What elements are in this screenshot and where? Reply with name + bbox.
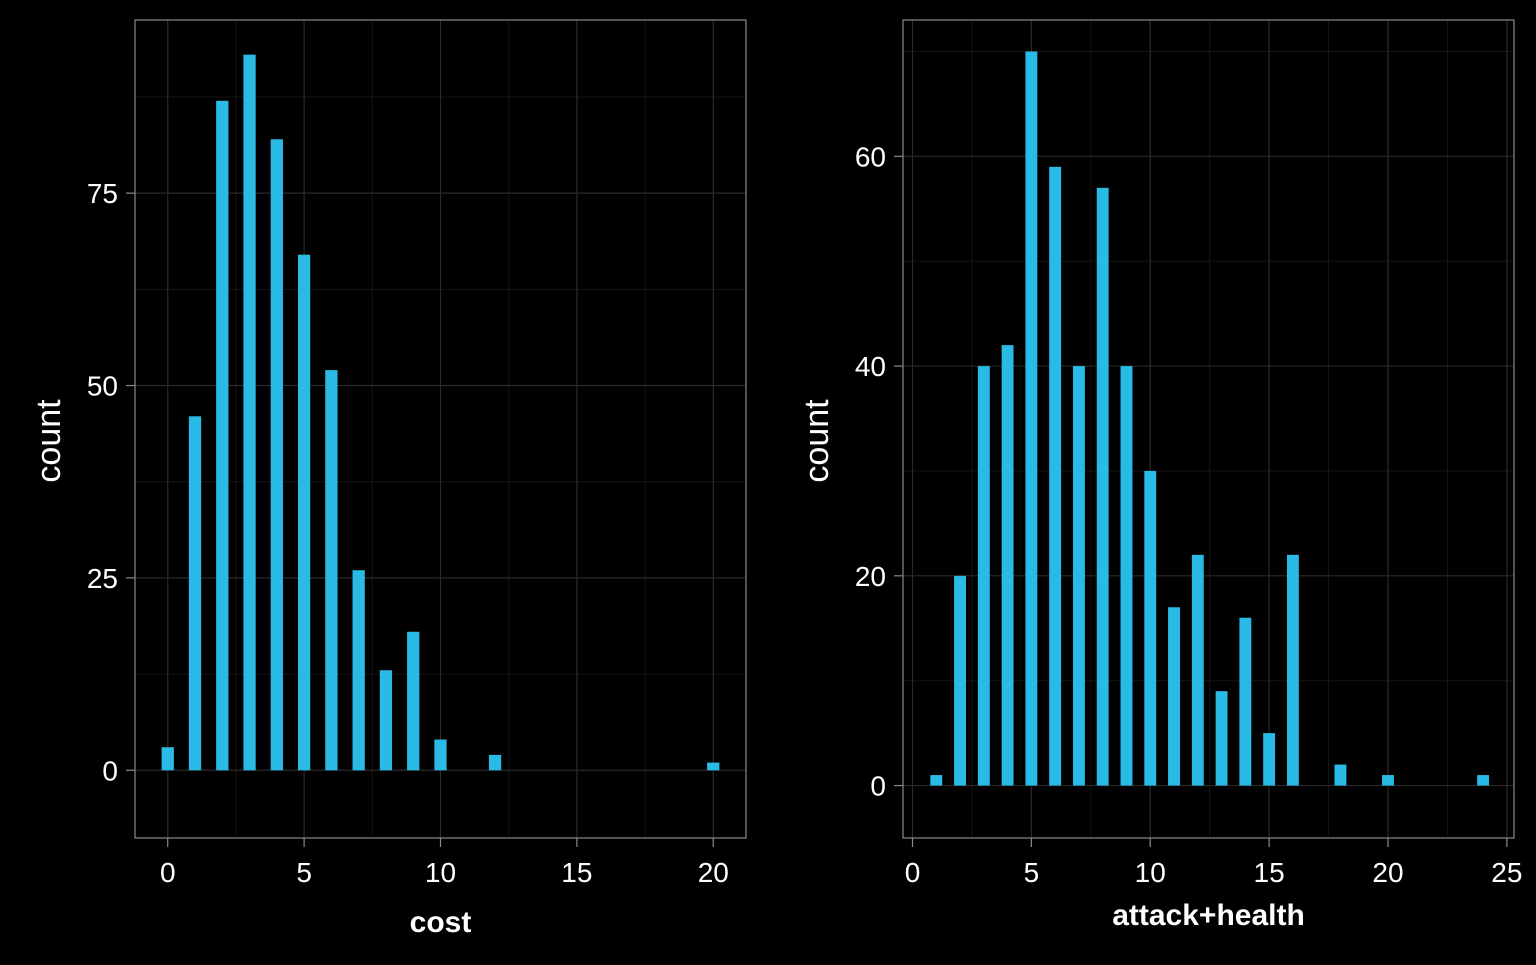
attack-health-bar — [1001, 345, 1014, 786]
cost-bar — [161, 747, 174, 771]
cost-bar — [270, 139, 283, 771]
y-tick-label: 20 — [855, 561, 886, 592]
attack-health-bar — [1049, 166, 1062, 786]
x-tick-label: 10 — [1135, 857, 1166, 888]
y-tick-label: 40 — [855, 351, 886, 382]
attack-health-bar — [954, 575, 967, 786]
attack-health-bar — [1334, 764, 1347, 786]
cost-bars — [161, 54, 720, 771]
attack-health-bar — [1072, 366, 1085, 786]
cost-bar — [243, 54, 256, 771]
attack-health-bars — [930, 51, 1490, 786]
attack-health-bar — [1191, 554, 1204, 786]
cost-bar — [407, 631, 420, 771]
attack-health-bar — [1286, 554, 1299, 786]
cost-bar — [352, 570, 365, 771]
cost-bar — [325, 370, 338, 771]
attack-health-bar — [1263, 733, 1276, 786]
x-tick-label: 0 — [160, 857, 176, 888]
attack-health-y-axis: 0 20 40 60 — [855, 141, 903, 802]
cost-bar — [297, 254, 311, 771]
cost-y-axis-label: count — [30, 399, 68, 483]
attack-health-panel-border — [902, 19, 1515, 839]
attack-health-bar — [1096, 187, 1109, 786]
attack-health-bar — [1144, 470, 1157, 786]
attack-health-histogram-panel: 0 5 10 15 20 25 0 20 40 60 attack+health count — [798, 19, 1522, 932]
cost-y-axis: 0 25 50 75 — [87, 178, 135, 786]
attack-health-bar — [1239, 617, 1252, 786]
attack-health-x-axis-label: attack+health — [1112, 899, 1305, 932]
cost-x-axis-label: cost — [410, 906, 472, 939]
x-tick-label: 15 — [1254, 857, 1285, 888]
x-tick-label: 25 — [1491, 857, 1522, 888]
x-tick-label: 10 — [425, 857, 456, 888]
cost-x-axis: 0 5 10 15 20 — [160, 838, 729, 888]
attack-health-bar — [1168, 607, 1180, 786]
cost-bar — [434, 739, 447, 771]
x-tick-label: 20 — [1372, 857, 1403, 888]
x-tick-label: 15 — [561, 857, 592, 888]
attack-health-bar — [1120, 366, 1133, 786]
cost-bar — [188, 416, 202, 771]
y-tick-label: 0 — [870, 771, 886, 802]
x-tick-label: 5 — [1024, 857, 1040, 888]
y-tick-label: 25 — [87, 563, 118, 594]
attack-health-y-axis-label: count — [798, 399, 836, 483]
cost-bar — [707, 762, 720, 771]
x-tick-label: 0 — [905, 857, 921, 888]
x-tick-label: 5 — [296, 857, 312, 888]
attack-health-bar — [1382, 775, 1394, 786]
attack-health-bar — [1215, 691, 1228, 786]
attack-health-bar — [930, 775, 943, 786]
attack-health-bar — [1477, 775, 1490, 786]
attack-health-bar — [1025, 51, 1038, 786]
y-tick-label: 60 — [855, 141, 886, 172]
y-tick-label: 0 — [102, 755, 118, 786]
cost-bar — [488, 754, 502, 771]
y-tick-label: 75 — [87, 178, 118, 209]
attack-health-x-axis: 0 5 10 15 20 25 — [905, 838, 1522, 888]
cost-bar — [216, 100, 229, 771]
attack-health-bar — [977, 366, 990, 786]
cost-bar — [379, 670, 393, 771]
cost-histogram-panel: 0 5 10 15 20 0 25 50 75 cost count — [30, 19, 747, 939]
y-tick-label: 50 — [87, 371, 118, 402]
x-tick-label: 20 — [698, 857, 729, 888]
